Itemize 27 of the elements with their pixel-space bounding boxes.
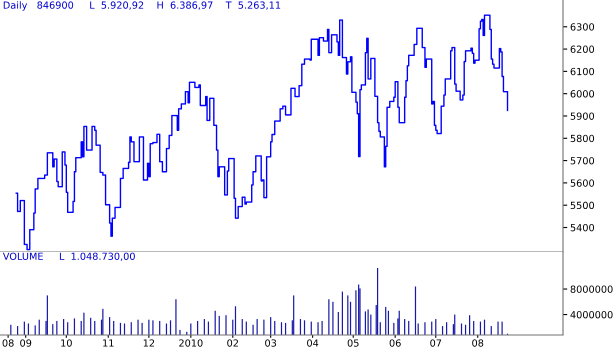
y-tick-label: 6300 — [570, 23, 594, 31]
x-tick-label: 12 — [144, 339, 154, 347]
x-tick-label: 08 — [2, 339, 14, 347]
chart-title: VOLUME L 1.048.730,00 — [2, 252, 135, 261]
x-tick-label: 11 — [103, 339, 114, 347]
y-tick-label: 5400 — [570, 224, 594, 232]
x-tick-label: 06 — [390, 339, 401, 347]
x-tick-label: 04 — [307, 339, 318, 347]
x-tick-label: 10 — [61, 339, 72, 347]
x-tick-label: 09 — [20, 339, 32, 347]
y-tick-label: 5500 — [570, 202, 594, 210]
y-tick-label: 4000000 — [570, 311, 613, 318]
y-tick-label: 8000000 — [570, 286, 613, 293]
y-tick-label: 6100 — [570, 68, 594, 76]
y-tick-label: 6000 — [570, 90, 594, 98]
chart-title: Daily 846900 L 5.920,92 H 6.386,97 T 5.263,11 — [4, 1, 280, 11]
x-tick-label: 02 — [227, 339, 238, 347]
x-tick-label: 07 — [430, 339, 442, 347]
x-tick-label: 08 — [472, 339, 484, 347]
y-tick-label: 5900 — [570, 112, 594, 120]
x-tick-label: 03 — [265, 339, 276, 347]
y-tick-label: 5600 — [570, 179, 594, 187]
x-tick-label: 2010 — [179, 339, 203, 347]
y-tick-label: 5700 — [570, 157, 594, 164]
y-tick-label: 6200 — [570, 46, 594, 53]
x-tick-label: 05 — [348, 339, 359, 347]
y-tick-label: 5800 — [570, 134, 594, 142]
